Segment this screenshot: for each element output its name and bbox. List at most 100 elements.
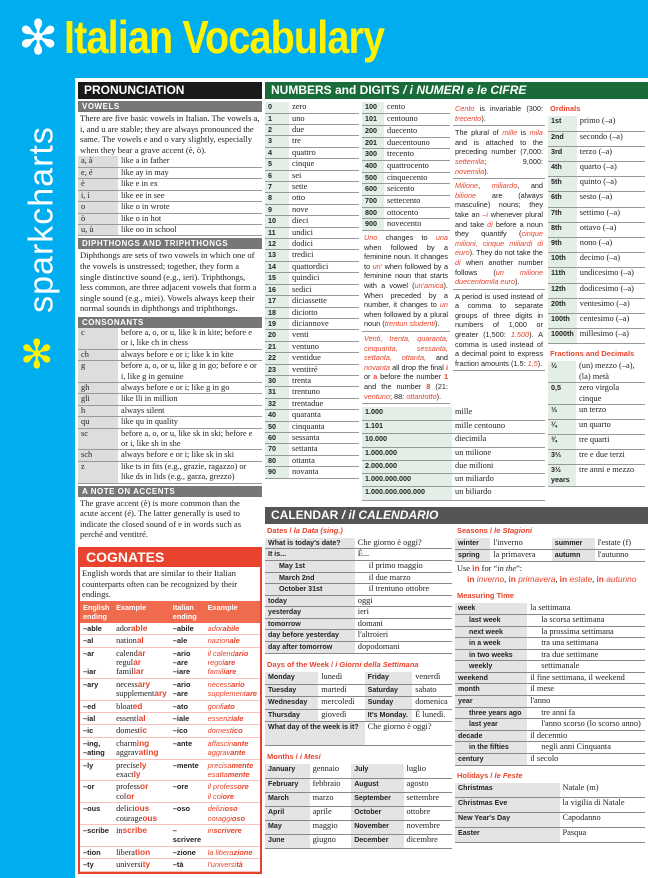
key-cell: 1.000.000 — [362, 447, 452, 461]
col-italian-ending: Italian ending — [169, 600, 205, 623]
value-cell: tre — [289, 135, 359, 148]
key-cell: 31 — [265, 386, 289, 399]
basic-numbers-table: 0 zero 1 uno 2 due 3 tre 4 quattro 5 cinque 6 sei 7 set… — [265, 102, 359, 479]
value-cell: quinto (–a) — [576, 176, 645, 193]
value-cell: l'inverno — [490, 537, 552, 551]
table-row: May 1st il primo maggio — [265, 560, 452, 573]
key-cell: sch — [78, 449, 118, 462]
value-cell: dodici — [289, 238, 359, 251]
table-row: qu like qu in quality — [78, 416, 262, 429]
key-cell: 23 — [265, 364, 289, 376]
value-cell: il fine settimana, il weekend — [527, 672, 645, 685]
word-stem: essenz — [207, 713, 232, 723]
numbers-note: Uno changes to una when followed by a fe… — [362, 231, 450, 332]
key-cell: last year — [455, 718, 528, 731]
table-row: 9th nono (–a) — [548, 237, 645, 254]
table-row: i, ì like ee in see — [78, 190, 262, 203]
text-segment: i — [445, 362, 448, 372]
value-cell: Natale (m) — [559, 782, 645, 799]
table-row: 6 sei — [265, 170, 359, 183]
key-cell: 2nd — [548, 131, 577, 147]
example-word: familiare — [208, 667, 257, 676]
value-cell: Che giorno è oggi? — [354, 537, 452, 550]
table-row: Christmas Eve la vigilia di Natale — [455, 797, 645, 814]
numbers-note: The plural of mille is mila and is attac… — [453, 126, 545, 180]
table-row: What day of the week is it? Che giorno è … — [265, 721, 452, 747]
key-cell: 9th — [548, 237, 577, 254]
word-stem: charm — [116, 738, 137, 748]
english-example: delicious courageous — [113, 802, 170, 826]
months-title-it: i Mesi — [299, 752, 321, 762]
table-row: 4 quattro — [265, 147, 359, 160]
italian-example: adorabile — [204, 622, 260, 636]
key-cell: 6 — [265, 170, 289, 183]
table-row: ò like o in hot — [78, 213, 262, 225]
text-segment: in — [472, 563, 480, 574]
word-stem: aggrav — [207, 748, 231, 758]
italian-example: precisamente esattamente — [204, 759, 260, 782]
table-row: 23 ventitré — [265, 364, 359, 376]
key-cell: Tuesday — [265, 684, 319, 698]
value-cell: quattrocento — [384, 160, 450, 173]
value-cell: giugno — [309, 834, 352, 849]
table-row: May maggio November novembre — [265, 820, 452, 835]
table-row: c before a, o, or u, like k in kite; befo… — [78, 327, 262, 350]
table-row: 100th centesimo (–a) — [548, 313, 645, 330]
example-word: regolare — [208, 658, 257, 667]
table-row: 1.000.000 un milione — [362, 447, 545, 461]
days-title-it: i Giorni della Settimana — [335, 659, 419, 669]
key-cell: h — [78, 405, 118, 418]
dates-table: What is today's date? Che giorno è oggi? I… — [265, 537, 452, 654]
word-stem: bloat — [116, 701, 133, 711]
key-cell: c — [78, 327, 118, 350]
key-cell: e, é — [78, 167, 118, 180]
text-segment: , — [478, 181, 492, 191]
table-row: 1st primo (–a) — [548, 116, 645, 132]
calendar-body: Dates / la Data (sing.) What is today's … — [265, 524, 648, 849]
key-cell: 1000th — [548, 328, 577, 345]
key-cell: sc — [78, 428, 118, 451]
word-ending: are — [224, 657, 236, 667]
key-cell: 4 — [265, 147, 289, 160]
italian-ending: –scrivere — [169, 824, 205, 847]
example-word: gonfiato — [208, 702, 257, 711]
table-row: 14 quattordici — [265, 261, 359, 274]
value-cell: maggio — [309, 820, 352, 835]
table-row: 16 sedici — [265, 284, 359, 297]
cognate-row: –ary necessary supplementary –ario –are nece… — [80, 678, 260, 701]
table-row: 12 dodici — [265, 238, 359, 251]
value-cell: cinquanta — [289, 421, 359, 433]
table-row: 2nd secondo (–a) — [548, 131, 645, 147]
value-cell: l'anno — [527, 695, 645, 708]
seasons-title-it: le Stagioni — [494, 525, 533, 535]
text-segment: di — [455, 257, 461, 267]
word-stem: necess — [116, 679, 138, 689]
table-row: 10 dieci — [265, 215, 359, 228]
key-cell: 90 — [265, 466, 289, 479]
example-word: aggravating — [116, 747, 167, 758]
pronunciation-header: PRONUNCIATION — [78, 82, 262, 99]
word-stem: il col — [207, 791, 223, 801]
key-cell: last week — [455, 614, 528, 627]
word-stem: universi — [116, 860, 143, 870]
table-row: 3⅔ tre e due terzi — [548, 449, 645, 465]
table-row: It is... È... — [265, 548, 452, 561]
table-row: 200 duecento — [362, 125, 450, 138]
text-segment: are (always masculine) nouns; they take … — [455, 190, 543, 219]
text-segment: ). — [484, 166, 489, 176]
italian-ending: –ore — [169, 780, 205, 804]
value-cell: duecento — [384, 125, 450, 138]
consonants-table: c before a, o, or u, like k in kite; befo… — [78, 327, 262, 484]
key-cell: 200 — [362, 125, 384, 138]
value-cell: un quarto — [576, 419, 645, 435]
value-cell: ventuno — [289, 341, 359, 354]
table-row: June giugno December dicembre — [265, 834, 452, 849]
text-segment: before a noun they quantify ( — [455, 219, 543, 239]
value-cell: due — [289, 124, 359, 137]
text-segment: ). They do not take the — [469, 248, 543, 258]
value-cell: duecentouno — [384, 137, 450, 150]
value-cell: ventesimo (–a) — [576, 298, 645, 314]
key-cell: 30 — [265, 375, 289, 388]
word-stem: aggrav — [116, 748, 139, 758]
example-word: supplementary — [116, 688, 167, 698]
